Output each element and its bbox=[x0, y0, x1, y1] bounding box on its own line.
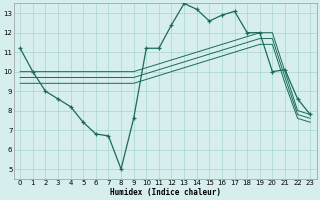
X-axis label: Humidex (Indice chaleur): Humidex (Indice chaleur) bbox=[110, 188, 221, 197]
